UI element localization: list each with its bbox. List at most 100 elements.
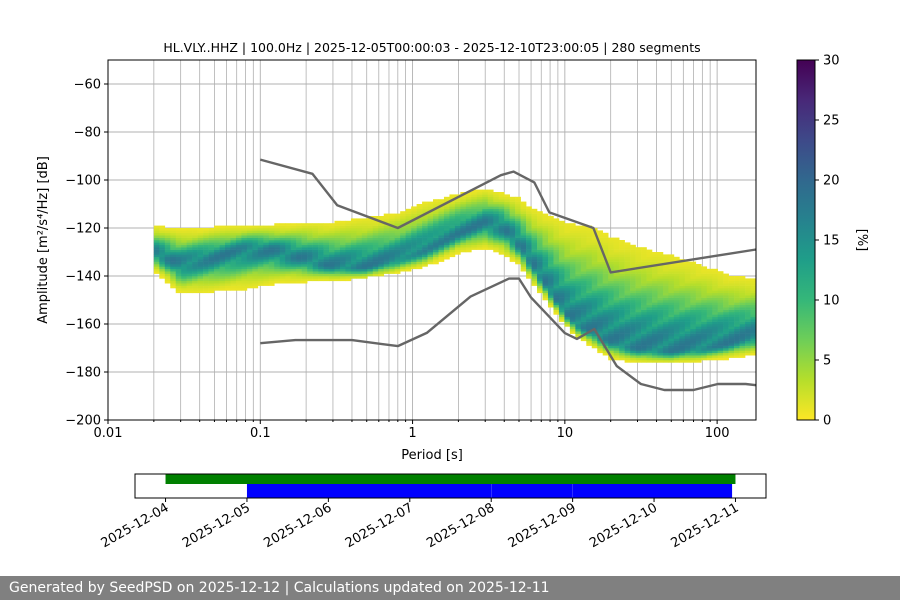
psd-cell — [482, 204, 489, 207]
psd-cell — [684, 266, 691, 270]
psd-cell — [197, 283, 204, 286]
psd-cell — [591, 283, 598, 286]
psd-cell — [690, 304, 697, 308]
psd-cell — [613, 352, 620, 356]
psd-cell — [274, 256, 281, 260]
psd-cell — [235, 268, 242, 272]
psd-cell — [569, 331, 576, 334]
psd-cell — [624, 324, 631, 327]
psd-cell — [214, 261, 220, 265]
psd-cell — [619, 290, 625, 294]
psd-cell — [471, 237, 478, 241]
psd-cell — [241, 244, 248, 248]
psd-cell — [580, 276, 587, 279]
psd-cell — [301, 247, 308, 250]
psd-cell — [597, 237, 604, 241]
psd-cell — [679, 333, 686, 337]
psd-cell — [542, 220, 549, 224]
psd-cell — [684, 264, 691, 267]
psd-cell — [230, 237, 237, 241]
psd-cell — [690, 333, 697, 337]
psd-cell — [498, 228, 505, 231]
psd-cell — [591, 312, 598, 315]
chart-title: HL.VLY..HHZ | 100.0Hz | 2025-12-05T00:00… — [163, 40, 700, 55]
psd-cell — [542, 235, 549, 238]
psd-cell — [279, 228, 286, 231]
psd-cell — [493, 192, 500, 195]
psd-cell — [219, 244, 226, 248]
psd-cell — [701, 268, 708, 272]
psd-cell — [443, 247, 450, 250]
psd-cell — [657, 259, 664, 262]
psd-cell — [482, 199, 489, 202]
timeline-bars — [165, 474, 736, 498]
psd-cell — [701, 352, 708, 356]
psd-cell — [367, 237, 374, 241]
psd-cell — [159, 256, 166, 260]
psd-cell — [734, 338, 740, 342]
psd-cell — [361, 276, 368, 279]
psd-cell — [712, 352, 718, 356]
psd-cell — [290, 249, 297, 253]
psd-cell — [624, 333, 631, 337]
psd-cell — [728, 288, 735, 291]
psd-cell — [717, 271, 724, 274]
psd-cell — [684, 326, 691, 330]
psd-cell — [701, 348, 708, 351]
psd-cell — [460, 237, 467, 241]
psd-cell — [712, 312, 718, 315]
psd-cell — [422, 252, 428, 255]
psd-cell — [701, 343, 708, 346]
psd-cell — [318, 230, 324, 234]
psd-cell — [690, 300, 697, 303]
psd-cell — [662, 352, 669, 356]
psd-cell — [624, 297, 631, 301]
psd-cell — [285, 235, 291, 238]
psd-cell — [383, 230, 390, 234]
psd-cell — [564, 244, 571, 248]
psd-cell — [389, 232, 396, 236]
psd-cell — [509, 201, 516, 205]
psd-cell — [706, 278, 713, 282]
psd-cell — [285, 259, 291, 262]
psd-cell — [712, 319, 718, 322]
psd-cell — [646, 333, 653, 337]
psd-cell — [175, 261, 182, 265]
psd-cell — [619, 295, 625, 298]
psd-cell — [575, 242, 582, 246]
psd-cell — [646, 280, 653, 284]
psd-cell — [307, 254, 313, 258]
psd-cell — [170, 237, 177, 241]
psd-cell — [586, 340, 593, 344]
psd-cell — [153, 256, 160, 260]
psd-cell — [591, 336, 598, 339]
psd-cell — [597, 276, 604, 279]
psd-cell — [575, 309, 582, 313]
psd-cell — [334, 268, 341, 272]
psd-cell — [323, 256, 330, 260]
psd-cell — [580, 232, 587, 236]
psd-cell — [153, 237, 160, 241]
psd-cell — [547, 223, 554, 226]
psd-cell — [263, 225, 270, 229]
psd-cell — [591, 331, 598, 334]
psd-cell — [526, 235, 532, 238]
psd-cell — [443, 237, 450, 241]
psd-cell — [690, 321, 697, 325]
psd-cell — [619, 249, 625, 253]
psd-cell — [296, 249, 302, 253]
psd-cell — [443, 218, 450, 222]
psd-cell — [153, 268, 160, 272]
psd-cell — [624, 316, 631, 320]
psd-cell — [602, 235, 609, 238]
psd-cell — [443, 204, 450, 207]
psd-cell — [170, 232, 177, 236]
psd-cell — [471, 211, 478, 214]
psd-cell — [630, 302, 636, 306]
psd-cell — [361, 261, 368, 265]
psd-cell — [662, 348, 669, 351]
psd-cell — [684, 312, 691, 315]
psd-cell — [433, 254, 439, 258]
psd-cell — [361, 232, 368, 236]
psd-cell — [531, 249, 538, 253]
